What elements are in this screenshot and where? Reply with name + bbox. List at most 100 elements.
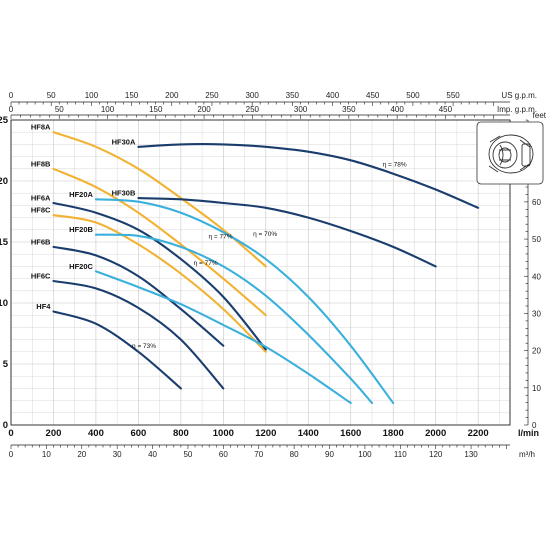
top-axis-tick-label: 150 bbox=[125, 91, 139, 100]
top-axis-tick-label: 200 bbox=[197, 105, 211, 114]
x-tick-label: 0 bbox=[8, 428, 13, 439]
top-axis-tick-label: 450 bbox=[439, 105, 453, 114]
series-curve-hf6a bbox=[52, 201, 267, 351]
right-axis-unit: feet bbox=[533, 111, 547, 120]
series-label-hf6a: HF6A bbox=[31, 193, 51, 202]
bottom-axis-tick-label: 10 bbox=[42, 450, 51, 459]
top-axis-tick-label: 0 bbox=[9, 105, 14, 114]
x-axis-unit: l/min bbox=[518, 428, 539, 438]
right-axis-tick-label: 0 bbox=[532, 421, 537, 430]
bottom-axis-tick-label: 110 bbox=[394, 450, 407, 459]
series-curve-hf6c bbox=[52, 279, 225, 390]
y-tick-label: 0 bbox=[3, 420, 8, 431]
x-tick-label: 600 bbox=[130, 428, 146, 439]
series-curve-hf30b bbox=[137, 197, 437, 268]
series-curve-hf20a bbox=[94, 198, 395, 405]
top-axis-tick-label: 50 bbox=[55, 105, 64, 114]
efficiency-annotation: η = 77% bbox=[194, 260, 218, 267]
efficiency-annotation: η = 73% bbox=[132, 343, 156, 350]
top-axis-tick-label: 300 bbox=[245, 91, 259, 100]
series-curve-hf20b bbox=[94, 233, 374, 405]
series-curve-hf4 bbox=[52, 310, 182, 390]
series-curve-hf8a bbox=[52, 131, 267, 268]
series-labels-layer: HF8A HF8B HF8C HF6A HF6B HF6C HF4 HF20A HF20B HF2… bbox=[31, 123, 407, 350]
top-axis-tick-label: 250 bbox=[205, 91, 219, 100]
series-curve-hf30a bbox=[137, 143, 480, 209]
top-axis-tick-label: 300 bbox=[294, 105, 308, 114]
bottom-axis-tick-label: 70 bbox=[254, 450, 263, 459]
bottom-axis-tick-label: 130 bbox=[464, 450, 478, 459]
series-label-hf8c: HF8C bbox=[31, 206, 51, 215]
efficiency-annotation: η = 78% bbox=[383, 161, 407, 168]
x-tick-label: 2200 bbox=[468, 428, 489, 439]
bottom-axis-tick-label: 60 bbox=[219, 450, 228, 459]
bottom-axis-tick-label: 30 bbox=[113, 450, 122, 459]
plot-frame bbox=[10, 119, 511, 426]
x-tick-label: 200 bbox=[46, 428, 62, 439]
bottom-axis-tick-label: 0 bbox=[9, 450, 14, 459]
top-axis-tick-label: 0 bbox=[9, 91, 14, 100]
right-axis-tick-label: 30 bbox=[532, 309, 541, 318]
axes-layer: 0 200 400 600 800 1000 1200 1400 1600 1800 2000 220… bbox=[0, 91, 547, 459]
top-axis-tick-label: 550 bbox=[446, 91, 460, 100]
top-axis-tick-label: 400 bbox=[326, 91, 340, 100]
pump-inset bbox=[476, 121, 544, 185]
right-axis-tick-label: 10 bbox=[532, 384, 541, 393]
top-axis-unit: US g.p.m. bbox=[501, 91, 537, 100]
series-label-hf30a: HF30A bbox=[112, 137, 136, 146]
bottom-axis-unit: m³/h bbox=[519, 450, 535, 459]
top-axis-tick-label: 150 bbox=[149, 105, 163, 114]
top-axis-tick-label: 200 bbox=[165, 91, 179, 100]
y-tick-label: 5 bbox=[3, 359, 9, 370]
series-layer bbox=[52, 131, 480, 405]
top-axis-tick-label: 350 bbox=[342, 105, 356, 114]
series-label-hf20b: HF20B bbox=[69, 225, 93, 234]
series-label-hf6c: HF6C bbox=[31, 272, 51, 281]
pump-impeller-icon bbox=[488, 134, 534, 174]
x-tick-label: 1600 bbox=[340, 428, 361, 439]
top-axis-tick-label: 400 bbox=[390, 105, 404, 114]
series-label-hf4: HF4 bbox=[36, 302, 51, 311]
series-label-hf20a: HF20A bbox=[69, 190, 93, 199]
top-axis-tick-label: 50 bbox=[47, 91, 56, 100]
x-tick-label: 1400 bbox=[298, 428, 319, 439]
x-tick-label: 2000 bbox=[425, 428, 446, 439]
top-axis-tick-label: 250 bbox=[246, 105, 260, 114]
right-axis-tick-label: 50 bbox=[532, 235, 541, 244]
y-tick-label: 15 bbox=[0, 237, 9, 248]
bottom-axis-tick-label: 120 bbox=[429, 450, 443, 459]
right-axis-tick-label: 60 bbox=[532, 198, 541, 207]
bottom-axis-tick-label: 50 bbox=[183, 450, 192, 459]
x-tick-label: 1200 bbox=[255, 428, 276, 439]
top-axis-tick-label: 450 bbox=[366, 91, 380, 100]
y-tick-label: 25 bbox=[0, 115, 9, 126]
x-tick-label: 1000 bbox=[213, 428, 234, 439]
series-curve-hf8b bbox=[52, 167, 267, 317]
right-axis-tick-label: 20 bbox=[532, 347, 541, 356]
top-axis-tick-label: 500 bbox=[406, 91, 420, 100]
series-label-hf8a: HF8A bbox=[31, 123, 51, 132]
grid-layer bbox=[10, 119, 510, 426]
x-tick-label: 800 bbox=[173, 428, 189, 439]
series-label-hf20c: HF20C bbox=[69, 262, 93, 271]
bottom-axis-tick-label: 90 bbox=[325, 450, 334, 459]
series-curve-hf20c bbox=[94, 270, 352, 405]
y-tick-label: 20 bbox=[0, 176, 8, 187]
bottom-axis-tick-label: 40 bbox=[148, 450, 157, 459]
x-tick-label: 400 bbox=[88, 428, 104, 439]
bottom-axis-tick-label: 20 bbox=[77, 450, 86, 459]
right-axis-tick-label: 40 bbox=[532, 272, 541, 281]
bottom-axis-tick-label: 80 bbox=[290, 450, 299, 459]
y-tick-label: 10 bbox=[0, 298, 8, 309]
series-label-hf8b: HF8B bbox=[31, 159, 51, 168]
top-axis-tick-label: 100 bbox=[101, 105, 115, 114]
bottom-axis-tick-label: 100 bbox=[358, 450, 372, 459]
efficiency-annotation: η = 70% bbox=[253, 231, 277, 238]
top-axis-tick-label: 100 bbox=[85, 91, 99, 100]
top-axis-unit: Imp. g.p.m. bbox=[497, 105, 537, 114]
efficiency-annotation: η = 77% bbox=[208, 233, 232, 240]
series-curve-hf6b bbox=[52, 245, 225, 347]
top-axis-tick-label: 350 bbox=[286, 91, 300, 100]
series-label-hf6b: HF6B bbox=[31, 237, 51, 246]
